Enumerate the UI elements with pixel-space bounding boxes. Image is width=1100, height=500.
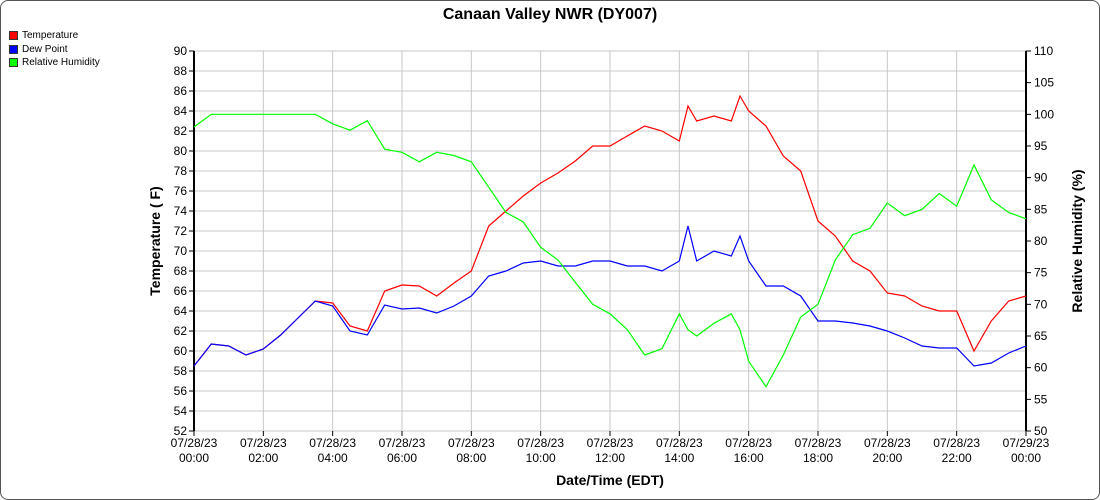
legend-label: Relative Humidity (22, 57, 100, 68)
x-tick-label-date: 07/28/23 (864, 436, 911, 450)
legend-swatch-dew-point (9, 44, 18, 54)
legend-swatch-relative-humidity (9, 58, 18, 68)
y-tick-label: 52 (174, 424, 188, 438)
legend-swatch-temperature (9, 31, 18, 41)
y2-tick-label: 95 (1034, 139, 1048, 153)
y-tick-label: 82 (174, 124, 188, 138)
y-tick-label: 66 (174, 284, 188, 298)
x-tick-label-time: 08:00 (456, 451, 486, 465)
x-tick-label-date: 07/28/23 (517, 436, 564, 450)
y-tick-label: 72 (174, 224, 188, 238)
legend: Temperature Dew Point Relative Humidity (9, 29, 100, 70)
y-tick-label: 76 (174, 184, 188, 198)
y2-tick-label: 90 (1034, 171, 1048, 185)
x-tick-label-date: 07/28/23 (587, 436, 634, 450)
x-tick-label-time: 22:00 (942, 451, 972, 465)
x-tick-label-date: 07/28/23 (725, 436, 772, 450)
y2-axis-label: Relative Humidity (%) (1069, 169, 1085, 312)
y2-tick-label: 85 (1034, 202, 1048, 216)
x-tick-label-time: 20:00 (872, 451, 902, 465)
y-tick-label: 68 (174, 264, 188, 278)
y-tick-label: 86 (174, 84, 188, 98)
series-line-dew-point (193, 225, 1027, 367)
y-tick-label: 90 (174, 44, 188, 58)
y-tick-label: 64 (174, 304, 188, 318)
x-tick-label-time: 18:00 (803, 451, 833, 465)
x-tick-label-time: 16:00 (734, 451, 764, 465)
y-tick-label: 80 (174, 144, 188, 158)
y2-tick-label: 55 (1034, 392, 1048, 406)
x-tick-label-time: 06:00 (387, 451, 417, 465)
x-tick-label-time: 00:00 (179, 451, 209, 465)
y-tick-label: 58 (174, 364, 188, 378)
y-tick-label: 54 (174, 404, 188, 418)
y-tick-label: 56 (174, 384, 188, 398)
x-tick-label-date: 07/28/23 (448, 436, 495, 450)
y2-tick-label: 105 (1034, 76, 1054, 90)
x-tick-label-time: 14:00 (664, 451, 694, 465)
y2-tick-label: 110 (1034, 44, 1053, 58)
y2-tick-label: 70 (1034, 297, 1048, 311)
x-tick-label-date: 07/28/23 (933, 436, 980, 450)
y2-tick-label: 75 (1034, 266, 1048, 280)
legend-label: Dew Point (22, 43, 68, 55)
chart-title: Canaan Valley NWR (DY007) (442, 6, 658, 23)
y-tick-label: 70 (174, 244, 188, 258)
y-tick-label: 74 (174, 204, 188, 218)
y-tick-label: 88 (174, 64, 188, 78)
x-tick-label-date: 07/28/23 (795, 436, 842, 450)
x-tick-label-time: 04:00 (318, 451, 348, 465)
y2-tick-label: 65 (1034, 329, 1048, 343)
legend-item-temperature: Temperature (9, 29, 100, 43)
x-tick-label-date: 07/29/23 (1003, 436, 1050, 450)
x-tick-label-date: 07/28/23 (379, 436, 426, 450)
x-tick-label-time: 10:00 (526, 451, 556, 465)
y-tick-label: 78 (174, 164, 188, 178)
legend-item-dew-point: Dew Point (9, 43, 100, 57)
x-tick-label-date: 07/28/23 (240, 436, 287, 450)
x-tick-label-time: 12:00 (595, 451, 625, 465)
y-axis-label: Temperature ( F) (147, 186, 163, 295)
y-tick-label: 62 (174, 324, 188, 338)
y2-tick-label: 100 (1034, 107, 1054, 121)
x-tick-label-date: 07/28/23 (171, 436, 218, 450)
series-line-temperature (193, 94, 1027, 367)
x-axis-label: Date/Time (EDT) (556, 472, 664, 488)
series-line-relative-humidity (193, 113, 1027, 388)
y2-tick-label: 60 (1034, 361, 1048, 375)
x-tick-label-time: 00:00 (1011, 451, 1041, 465)
x-tick-label-date: 07/28/23 (309, 436, 356, 450)
y2-tick-label: 80 (1034, 234, 1048, 248)
legend-item-relative-humidity: Relative Humidity (9, 56, 100, 70)
x-tick-label-date: 07/28/23 (656, 436, 703, 450)
x-tick-label-time: 02:00 (248, 451, 278, 465)
y2-tick-label: 50 (1034, 424, 1048, 438)
legend-label: Temperature (22, 30, 79, 41)
y-tick-label: 60 (174, 344, 188, 358)
y-tick-label: 84 (174, 104, 188, 118)
